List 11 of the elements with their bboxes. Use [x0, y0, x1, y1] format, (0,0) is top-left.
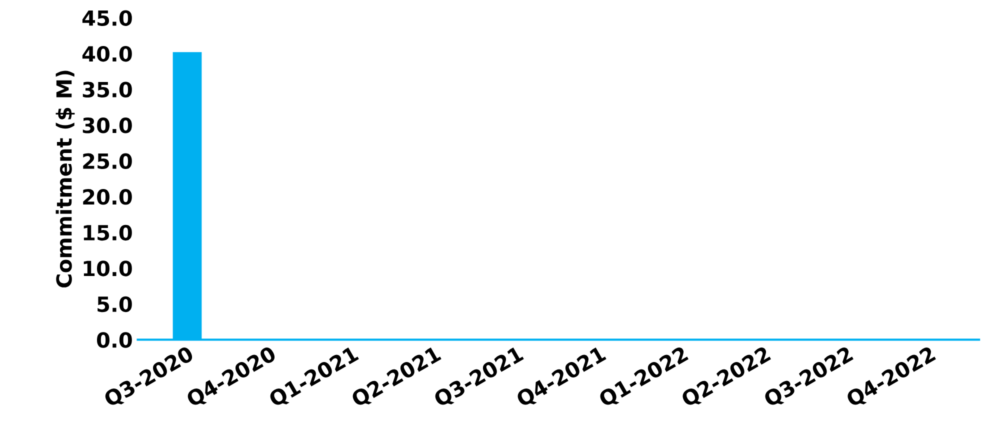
y-tick-label: 15.0 [84, 224, 132, 241]
y-tick-label: 0.0 [96, 332, 132, 348]
y-tick-label: 40.0 [82, 46, 132, 62]
y-tick-label: 45.0 [82, 10, 132, 26]
y-axis-title: Commitment ($ M) [56, 70, 75, 288]
y-tick-label: 30.0 [82, 118, 132, 134]
y-tick-label: 25.0 [83, 153, 132, 170]
y-tick-label: 10.0 [84, 260, 132, 276]
y-tick-label: 20.0 [83, 189, 132, 205]
y-tick-label: 5.0 [98, 296, 132, 312]
y-tick-label: 35.0 [82, 82, 132, 98]
